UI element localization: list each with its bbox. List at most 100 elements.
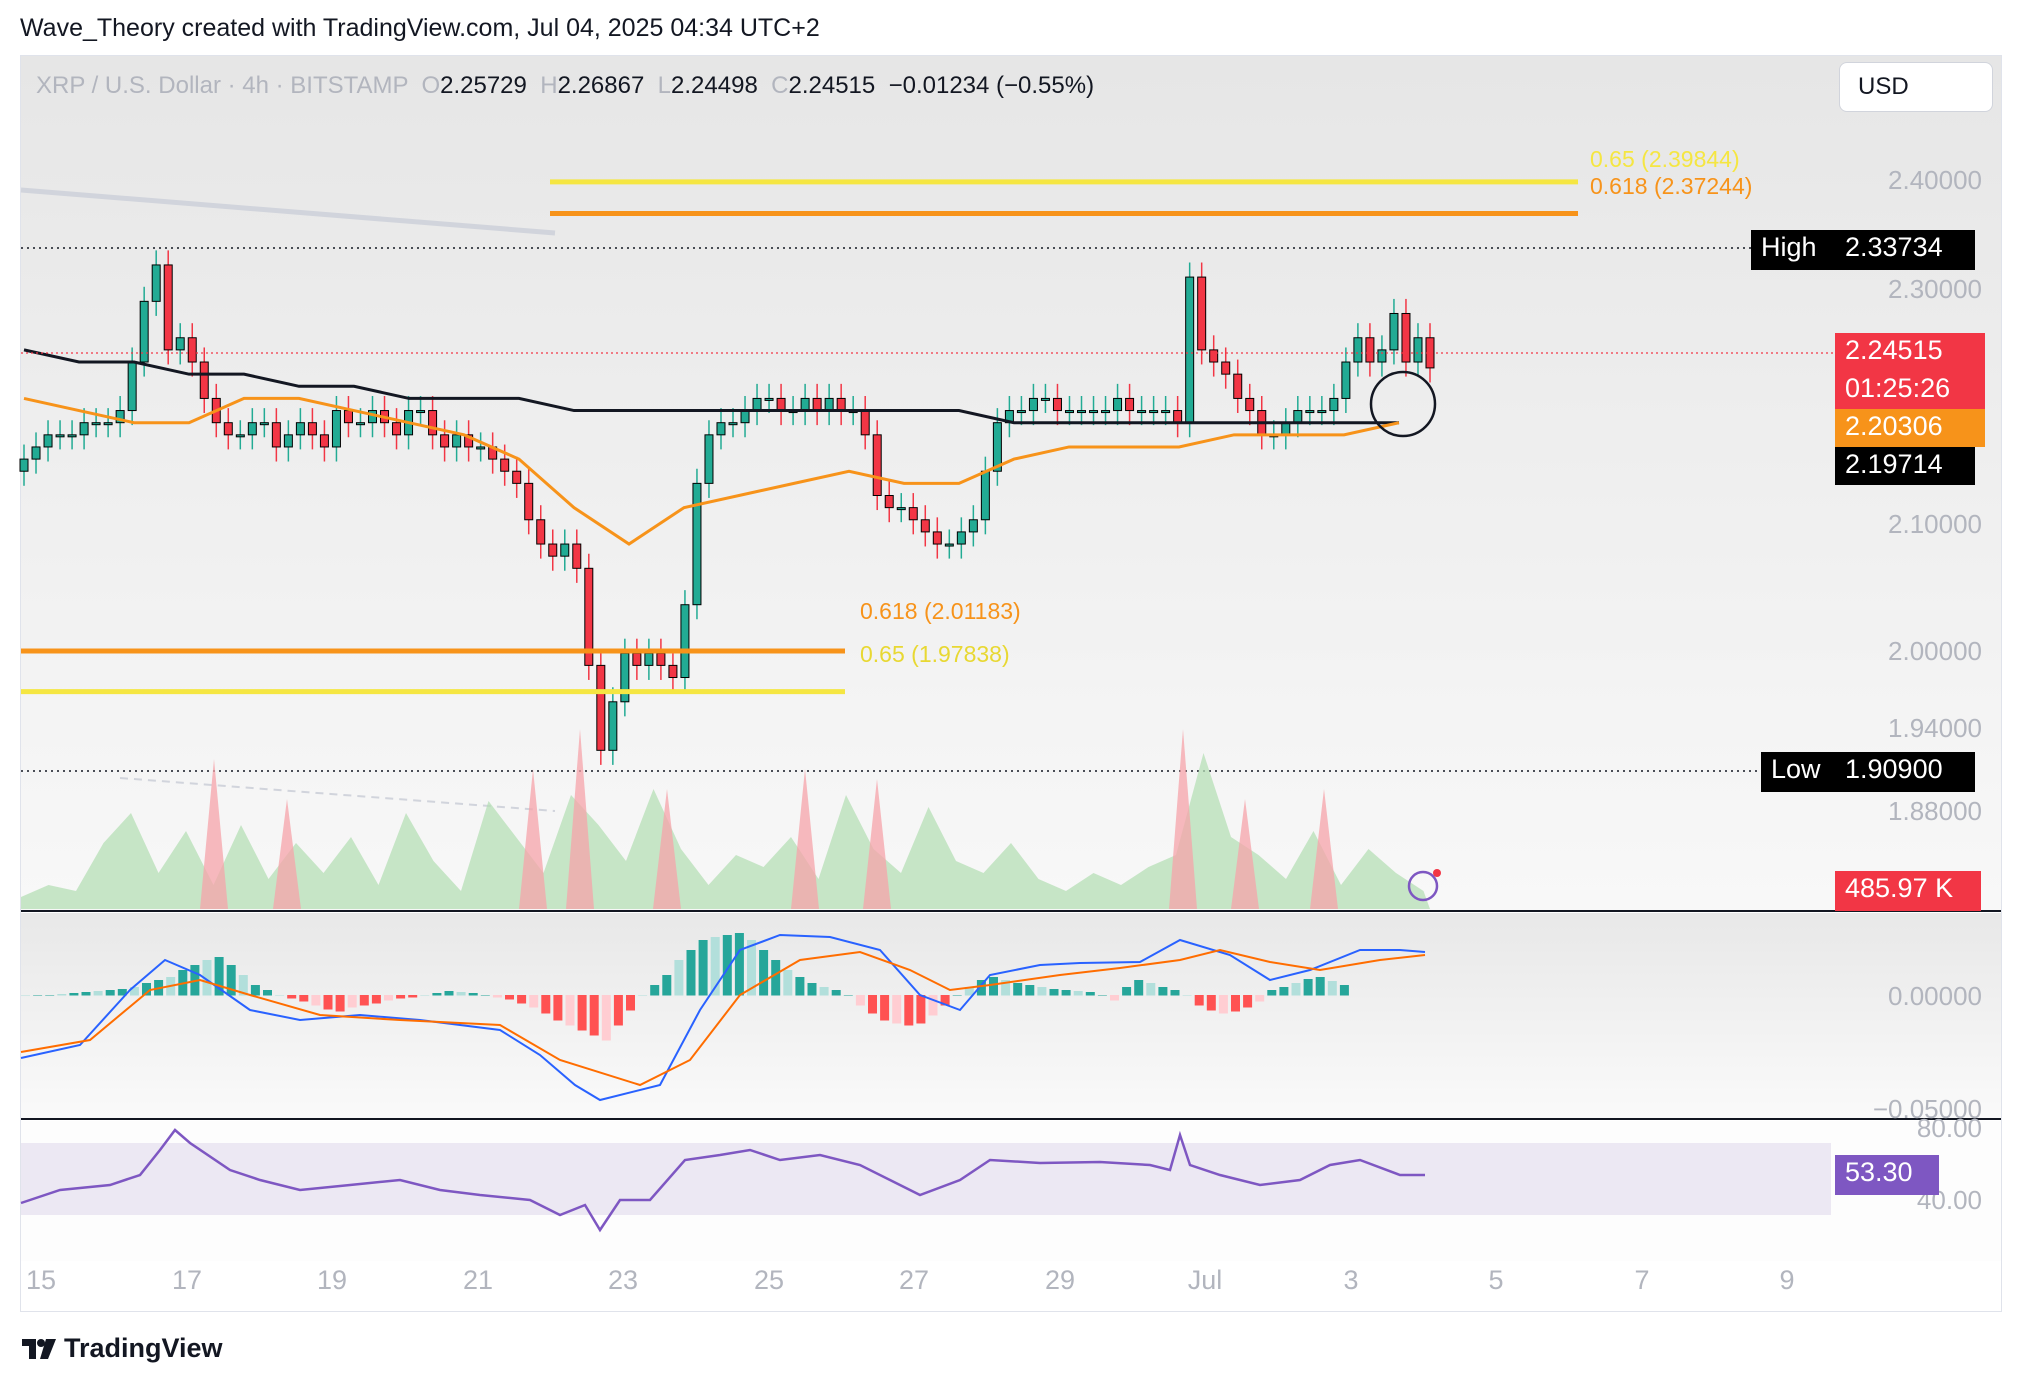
macd-bar-negative (1194, 995, 1204, 1006)
macd-bar-negative (311, 995, 321, 1006)
volume-spike-down (273, 799, 301, 909)
close-value: 2.24515 (788, 72, 876, 99)
candle-down (656, 652, 666, 666)
candle-down (392, 422, 402, 436)
macd-bar-positive (964, 987, 974, 996)
macd-bar-negative (1243, 995, 1253, 1008)
open-label: O (421, 72, 441, 99)
macd-bar-negative (892, 995, 902, 1024)
volume-spike-down (1310, 789, 1338, 909)
macd-bar-positive (129, 987, 139, 996)
candle-up (1137, 410, 1147, 414)
macd-axis-label: 0.00000 (1888, 981, 1982, 1011)
candle-up (824, 397, 834, 412)
candle-down (812, 397, 822, 412)
candle-down (860, 410, 870, 436)
currency-button[interactable]: USD (1839, 62, 1993, 112)
macd-bar-negative (347, 995, 357, 1008)
candle-down (908, 507, 918, 521)
candle-up (1149, 410, 1159, 414)
macd-bar-negative (1231, 995, 1240, 1012)
x-axis-label: 7 (1634, 1265, 1650, 1295)
candle-down (199, 361, 209, 399)
candle-down (668, 664, 678, 679)
candle-up (175, 337, 185, 351)
macd-bar-negative (916, 995, 926, 1024)
candle-up (1089, 410, 1099, 414)
macd-bar-positive (1158, 987, 1168, 996)
candle-up (740, 410, 750, 424)
macd-bar-positive (432, 993, 442, 996)
candle-up (1040, 397, 1050, 401)
candle-up (151, 264, 161, 302)
rsi-axis-label: 80.00 (1916, 1113, 1982, 1143)
volume-area (21, 753, 1430, 909)
candle-up (1281, 422, 1291, 436)
macd-bar-positive (1025, 985, 1035, 996)
macd-bar-negative (335, 995, 345, 1012)
candle-down (776, 397, 786, 412)
candle-up (896, 507, 906, 511)
macd-pane (21, 913, 2001, 1119)
price-axis-label: 2.10000 (1888, 509, 1982, 539)
x-axis-label: 19 (316, 1265, 348, 1295)
macd-bar-positive (468, 993, 478, 996)
candle-up (1305, 410, 1315, 414)
macd-bar-positive (250, 985, 260, 996)
volume-spike-down (200, 759, 228, 909)
candle-down (596, 664, 606, 751)
symbol-title: XRP / U.S. Dollar · 4h · BITSTAMP (36, 72, 409, 99)
candle-up (355, 422, 365, 426)
candle-down (1245, 397, 1255, 412)
macd-bar-negative (626, 995, 635, 1011)
tradingview-logo-text: TradingView (64, 1333, 223, 1363)
candle-up (1064, 410, 1074, 414)
macd-bar-positive (722, 935, 732, 996)
macd-bar-positive (1073, 991, 1083, 996)
macd-bar-negative (940, 995, 950, 1006)
candle-down (464, 434, 474, 448)
volume-spike-down (863, 779, 891, 909)
macd-bar-negative (517, 995, 527, 1004)
candle-down (1233, 373, 1243, 399)
macd-bar-positive (1279, 987, 1289, 996)
macd-axis-label: −0.05000 (1872, 1094, 1982, 1124)
price-axis-label: 2.00000 (1888, 636, 1982, 666)
candle-up (19, 458, 29, 472)
macd-bar-negative (505, 995, 514, 1000)
macd-bar-negative (408, 995, 418, 998)
fib-lower-065-label: 0.65 (1.97838) (860, 641, 1010, 667)
candle-up (139, 300, 149, 363)
macd-bar-negative (553, 995, 563, 1021)
symbol-legend: XRP / U.S. Dollar · 4h · BITSTAMP O2.257… (36, 72, 1094, 100)
candle-up (103, 422, 113, 426)
alert-dot-icon (1433, 869, 1441, 877)
candle-up (247, 422, 257, 436)
macd-bar-positive (45, 995, 55, 996)
trendline-lower (119, 777, 556, 812)
candle-down (884, 495, 894, 509)
macd-bar-positive (686, 950, 696, 996)
macd-bar-positive (710, 937, 720, 996)
macd-bar-positive (650, 985, 660, 996)
candle-down (428, 410, 438, 436)
macd-bar-positive (21, 995, 30, 996)
rsi-tag: 53.30 (1835, 1155, 1939, 1195)
tradingview-logo[interactable]: TradingView (22, 1333, 223, 1364)
macd-bar-positive (759, 950, 769, 996)
macd-bar-positive (1339, 985, 1349, 996)
signal-line (20, 948, 1426, 1087)
macd-bar-negative (323, 995, 333, 1010)
volume-spike-down (653, 789, 681, 909)
macd-bar-negative (1206, 995, 1216, 1011)
macd-bar-negative (928, 995, 938, 1016)
candle-up (800, 397, 810, 412)
macd-bar-positive (1303, 979, 1313, 996)
macd-bar-positive (1327, 981, 1337, 996)
macd-bar-positive (480, 995, 490, 996)
candle-up (476, 446, 486, 450)
candle-down (584, 567, 594, 666)
ema-value-tag: 2.20306 (1835, 409, 1985, 447)
fib-upper-0618-label: 0.618 (2.37244) (1590, 173, 1753, 199)
